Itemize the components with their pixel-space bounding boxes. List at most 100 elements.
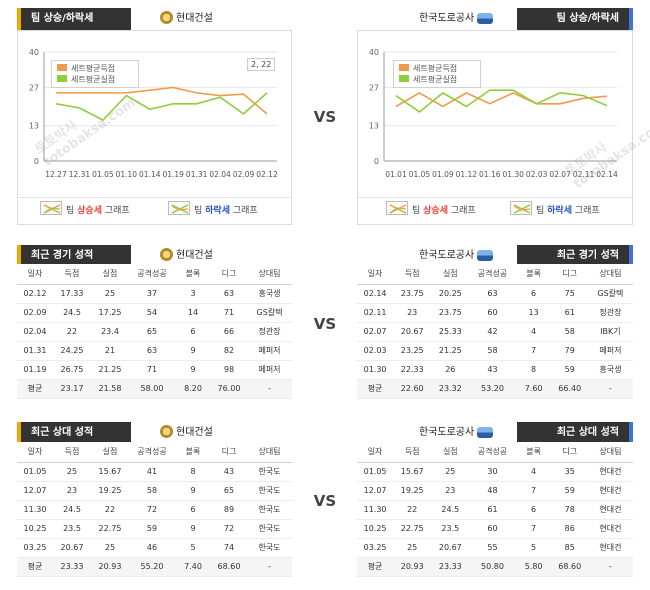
table-cell: 60 [469,303,516,323]
x-tick-label: 01.14 [139,170,161,179]
table-cell: 71 [211,303,247,323]
table-cell: 15.67 [393,462,432,482]
down-trend-graph-button[interactable]: 팀 하락세 그래프 [168,200,258,222]
table-header-row: 일자 득점 실점 공격성공 블록 디그 상대팀 [17,442,292,463]
table-cell: 61 [551,303,588,323]
h2h-team-home: 현대건설 [157,422,213,444]
table-row: 03.25 20.67 25 46 5 74 한국도 [17,538,292,558]
table-cell: 74 [211,538,247,558]
x-tick-label: 02.03 [526,170,548,179]
header-accent-blue [629,422,633,444]
table-cell: 3 [175,284,211,304]
x-tick-label: 01.09 [432,170,454,179]
table-cell: 5 [515,538,552,558]
recent-team-away: 한국도로공사 [419,245,496,267]
table-cell: 66.40 [551,379,588,399]
column-header: 공격성공 [129,264,175,285]
trend-header-away: 한국도로공사 팀 상승/하락세 [357,8,633,30]
x-tick-label: 02.07 [549,170,571,179]
table-cell: 25 [91,284,129,304]
table-cell: 12.07 [357,481,394,501]
table-cell: 20.93 [91,557,129,577]
table-cell: 23.25 [393,341,432,361]
table-cell: 한국도 [247,500,292,520]
table-cell: 22 [91,500,129,520]
table-cell: 20.93 [393,557,432,577]
hyundai-emblem-icon [160,425,173,438]
y-tick-label: 0 [374,157,379,166]
y-tick-label: 27 [29,83,39,92]
table-row: 01.30 22.33 26 43 8 59 흥국생 [357,360,633,380]
table-row: 02.11 23 23.75 60 13 61 정관장 [357,303,633,323]
up-trend-graph-button[interactable]: 팀 상승세 그래프 [386,200,476,222]
table-cell: 01.31 [17,341,53,361]
x-tick-label: 12.27 [45,170,67,179]
column-header: 블록 [175,442,211,463]
column-header: 실점 [91,442,129,463]
table-cell: GS칼텍 [587,284,633,304]
table-cell: 65 [129,322,175,342]
up-trend-graph-icon [386,201,408,215]
table-cell: 23 [393,303,432,323]
table-cell: 20.67 [431,538,470,558]
table-cell: 72 [211,519,247,539]
table-cell: 58 [551,322,588,342]
column-header: 공격성공 [469,442,516,463]
table-cell: 9 [175,519,211,539]
trend-header-home: 팀 상승/하락세 현대건설 [17,8,317,30]
table-cell: 6 [175,322,211,342]
table-cell: 98 [211,360,247,380]
up-trend-graph-button[interactable]: 팀 상승세 그래프 [40,200,130,222]
table-cell: 02.09 [17,303,53,323]
table-cell: 55 [469,538,516,558]
table-cell: 24.5 [53,303,91,323]
table-cell: 22 [53,322,91,342]
table-cell: 현대건 [587,481,633,501]
table-cell: 25.33 [431,322,470,342]
table-cell: 22.60 [393,379,432,399]
table-cell: 6 [515,500,552,520]
table-cell: 02.14 [357,284,394,304]
table-cell: 54 [129,303,175,323]
down-trend-graph-icon [168,201,190,215]
table-cell: 8.20 [175,379,211,399]
trend-chart-home: 0 13 27 40 12.27 12.31 01.05 01.10 01.14 01.19 01.… [29,48,278,179]
legend-item-avg-loss: 세트평균실점 [399,74,475,85]
series-line-avg-loss [55,92,268,122]
table-cell: 75 [551,284,588,304]
table-cell: 10.25 [357,519,394,539]
table-cell: 71 [129,360,175,380]
table-cell: 48 [469,481,516,501]
table-cell: 평균 [357,557,394,577]
table-cell: 21.25 [91,360,129,380]
column-header: 디그 [211,264,247,285]
down-trend-graph-button[interactable]: 팀 하락세 그래프 [510,200,600,222]
hyundai-emblem-icon [160,248,173,261]
trend-team-home: 현대건설 [157,8,213,30]
column-header: 득점 [393,264,432,285]
chart-legend-away: 세트평균득점 세트평균실점 [393,60,481,88]
table-cell: 23 [53,481,91,501]
table-cell: 7 [515,519,552,539]
table-cell: 정관장 [247,322,292,342]
table-average-row: 평균 22.60 23.32 53.20 7.60 66.40- [357,379,633,399]
x-tick-label: 02.11 [573,170,595,179]
table-cell: 68.60 [551,557,588,577]
table-cell: 89 [211,500,247,520]
table-cell: 26 [431,360,470,380]
table-cell: 현대건 [587,462,633,482]
y-tick-label: 27 [369,83,379,92]
table-cell: 페퍼저 [587,341,633,361]
table-cell: 01.05 [17,462,53,482]
table-cell: 23.4 [91,322,129,342]
x-tick-label: 02.09 [233,170,255,179]
table-row: 02.12 17.33 25 37 3 63 흥국생 [17,284,292,304]
column-header: 공격성공 [129,442,175,463]
korea-expressway-emblem-icon [477,250,494,261]
table-row: 02.09 24.5 17.25 54 14 71 GS칼텍 [17,303,292,323]
table-cell: 86 [551,519,588,539]
table-cell: 10.25 [17,519,53,539]
table-cell: 20.25 [431,284,470,304]
header-accent-yellow [17,422,21,444]
table-cell: 정관장 [587,303,633,323]
